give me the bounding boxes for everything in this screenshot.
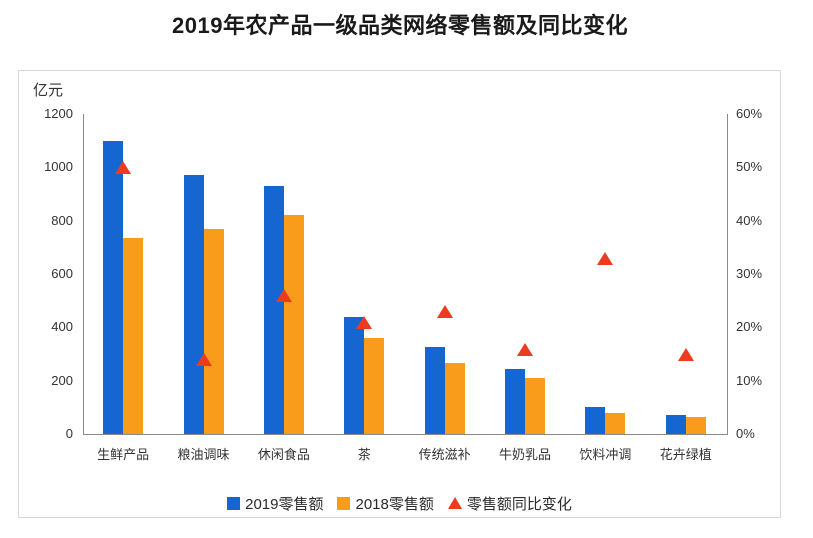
bar-2018 (525, 378, 546, 434)
bar-2019 (103, 140, 124, 434)
left-axis-unit-label: 亿元 (33, 82, 64, 99)
legend-square-icon (227, 496, 241, 510)
right-axis-tick: 40% (736, 212, 763, 228)
bar-2018 (605, 413, 626, 434)
left-axis-tick: 0 (65, 426, 73, 441)
left-axis-tick: 600 (51, 266, 73, 281)
yoy-triangle-marker (436, 305, 453, 319)
left-axis-tick: 800 (51, 212, 73, 228)
left-axis-tick: 1000 (44, 159, 73, 175)
x-axis-category-label: 茶 (357, 447, 371, 462)
bar-2018 (283, 215, 304, 434)
x-axis-category-label: 休闲食品 (257, 447, 310, 462)
bar-2018 (123, 238, 144, 434)
right-axis-tick: 10% (736, 372, 763, 388)
bar-2018 (364, 338, 385, 434)
bar-2018 (444, 363, 465, 434)
chart-container: 亿元 2019零售额 2018零售额 零售额同比变化 0 200 400 600 800 10… (18, 70, 781, 518)
bar-2018 (685, 417, 706, 434)
plot-area (83, 114, 728, 435)
bar-2019 (344, 316, 365, 434)
chart-title: 2019年农产品一级品类网络零售额及同比变化 (172, 13, 628, 38)
legend-triangle-icon (447, 497, 462, 509)
right-axis-tick: 0% (736, 426, 755, 441)
left-axis-tick: 400 (51, 319, 73, 335)
legend-item-yoy: 零售额同比变化 (447, 493, 572, 514)
legend-label: 2018零售额 (355, 495, 434, 513)
legend: 2019零售额 2018零售额 零售额同比变化 (19, 492, 780, 514)
yoy-triangle-marker (597, 252, 614, 265)
x-axis-category-label: 粮油调味 (177, 447, 230, 462)
legend-label: 2019零售额 (245, 495, 324, 513)
bar-2019 (665, 415, 686, 434)
yoy-triangle-marker (115, 161, 132, 175)
x-axis-category-label: 饮料冲调 (579, 447, 632, 462)
legend-item-2019: 2019零售额 (227, 493, 323, 514)
left-axis-tick: 200 (51, 372, 73, 388)
right-axis-tick: 60% (736, 106, 763, 121)
bar-2019 (585, 407, 606, 434)
yoy-triangle-marker (356, 316, 373, 329)
right-axis-tick: 30% (736, 266, 763, 281)
left-axis-tick: 1200 (44, 106, 73, 121)
x-axis-category-label: 生鲜产品 (97, 447, 150, 462)
legend-square-icon (337, 496, 351, 510)
bar-2018 (203, 228, 224, 434)
legend-label: 零售额同比变化 (466, 495, 572, 513)
x-axis-category-label: 牛奶乳品 (499, 447, 552, 462)
bar-2019 (263, 186, 284, 434)
x-axis-category-label: 花卉绿植 (659, 447, 712, 462)
right-axis-tick: 50% (736, 159, 763, 175)
x-axis-category-label: 传统滋补 (418, 447, 471, 462)
legend-item-2018: 2018零售额 (337, 493, 434, 514)
bar-2019 (183, 175, 204, 434)
bar-2019 (505, 368, 526, 434)
bar-2019 (424, 347, 445, 434)
yoy-triangle-marker (517, 342, 534, 356)
right-axis-tick: 20% (736, 319, 763, 335)
yoy-triangle-marker (677, 348, 694, 361)
yoy-triangle-marker (195, 353, 212, 367)
yoy-triangle-marker (275, 289, 292, 303)
